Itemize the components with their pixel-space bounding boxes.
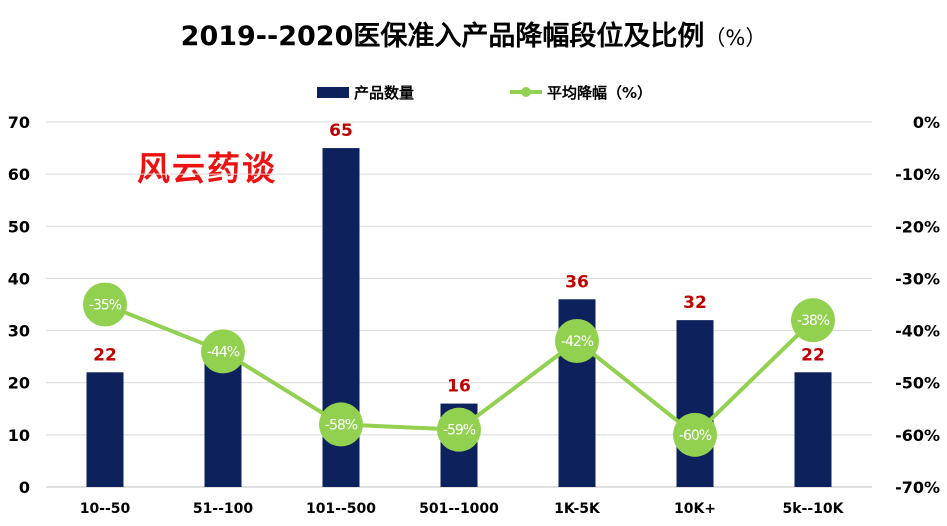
x-tick-label: 10K+ — [674, 501, 716, 517]
y-left-tick-label: 20 — [8, 374, 30, 393]
line-data-label: -44% — [207, 344, 240, 360]
bar-data-label: 32 — [683, 293, 707, 313]
y-left-tick-label: 50 — [8, 217, 30, 236]
x-tick-label: 5k--10K — [782, 501, 844, 517]
x-tick-label: 501--1000 — [419, 501, 499, 517]
gridlines — [46, 121, 872, 488]
line-marker — [319, 402, 363, 447]
line-marker — [437, 407, 481, 452]
legend: 产品数量 平均降幅（%） — [317, 84, 652, 102]
chart-title-text: 2019--2020医保准入产品降幅段位及比例 — [180, 21, 705, 52]
axes: 0 10 20 30 40 50 60 70 -70% -60% -50% -40% -30% -20% -… — [8, 113, 940, 517]
legend-label-bar: 产品数量 — [354, 84, 414, 102]
line-data-label: -60% — [679, 428, 712, 444]
bar — [86, 372, 124, 487]
y-right-tick-label: -40% — [895, 322, 940, 341]
x-tick-label: 51--100 — [193, 501, 254, 517]
y-right-tick-label: -10% — [895, 165, 940, 184]
y-right-tick-label: -60% — [895, 426, 940, 445]
chart-title: 2019--2020医保准入产品降幅段位及比例（%） — [0, 14, 947, 53]
bar-data-label: 22 — [801, 345, 825, 365]
bar — [204, 361, 242, 487]
line-series: -35% -44% -58% -59% -42% -60% -38% — [83, 282, 835, 457]
legend-label-line: 平均降幅（%） — [547, 84, 652, 102]
line-marker — [673, 412, 717, 457]
bar — [676, 320, 714, 487]
legend-swatch-bar — [317, 87, 349, 98]
x-tick-label: 10--50 — [80, 501, 131, 517]
y-left-tick-label: 40 — [8, 269, 30, 288]
line-data-label: -59% — [443, 423, 476, 439]
line-marker — [201, 329, 245, 374]
chart-title-unit: （%） — [704, 26, 767, 50]
legend-swatch-marker — [521, 87, 531, 97]
line-data-label: -42% — [561, 334, 594, 350]
line-data-label: -38% — [797, 313, 830, 329]
y-right-tick-label: -70% — [895, 478, 940, 497]
bar-data-label: 22 — [93, 345, 117, 365]
y-right-tick-label: -30% — [895, 269, 940, 288]
y-left-tick-label: 60 — [8, 165, 30, 184]
line-data-label: -58% — [325, 417, 358, 433]
y-right-tick-label: 0% — [913, 113, 940, 132]
line-data-label: -35% — [89, 298, 122, 314]
bar-data-label: 65 — [329, 121, 353, 141]
y-left-tick-label: 70 — [8, 113, 30, 132]
y-left-tick-label: 30 — [8, 322, 30, 341]
line-marker — [555, 319, 599, 363]
x-tick-label: 101--500 — [306, 501, 376, 517]
line-marker — [83, 282, 127, 327]
y-right-tick-label: -50% — [895, 374, 940, 393]
y-right-tick-label: -20% — [895, 217, 940, 236]
bar — [794, 372, 832, 487]
line-marker — [791, 298, 835, 343]
bar-data-label: 36 — [565, 272, 589, 292]
x-tick-label: 1K-5K — [554, 501, 601, 517]
watermark-text: 风云药谈 — [137, 149, 277, 188]
bar-data-label: 16 — [447, 377, 471, 397]
y-left-tick-label: 0 — [19, 478, 30, 497]
y-left-tick-label: 10 — [8, 426, 30, 445]
